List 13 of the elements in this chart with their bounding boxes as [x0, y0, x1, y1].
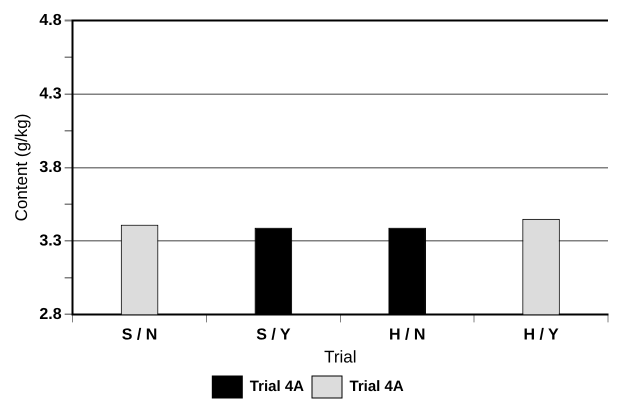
x-axis-title: Trial — [324, 347, 357, 366]
y-tick-label: 4.3 — [39, 85, 62, 102]
y-axis-title: Content (g/kg) — [12, 114, 31, 222]
x-tick-label: S / N — [122, 326, 158, 344]
y-tick-label: 2.8 — [39, 306, 62, 323]
x-tick-label: H / N — [389, 326, 426, 344]
x-tick-label: H / Y — [523, 326, 560, 344]
y-tick-label: 3.8 — [39, 158, 62, 176]
legend-label: Trial 4A — [250, 378, 304, 396]
x-tick-label: S / Y — [256, 326, 291, 344]
y-tick-label: 4.8 — [39, 12, 62, 30]
legend-label: Trial 4A — [350, 378, 404, 396]
y-tick-label: 3.3 — [39, 232, 62, 250]
